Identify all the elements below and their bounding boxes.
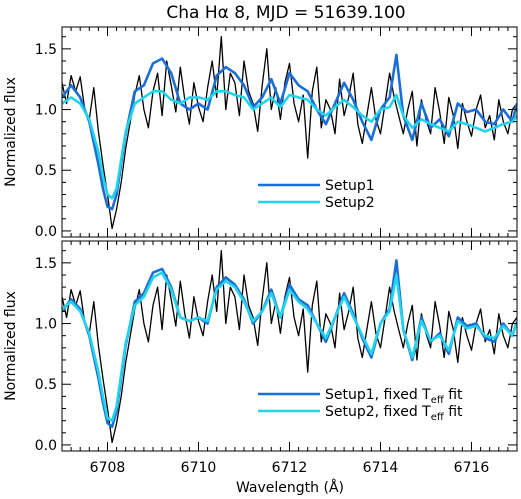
- x-tick-label: 6708: [90, 460, 126, 476]
- legend-label: Setup1: [325, 178, 375, 194]
- x-tick-label: 6712: [272, 460, 308, 476]
- y-tick-label: 0.5: [35, 377, 57, 393]
- y-axis-label: Normalized flux: [3, 77, 19, 187]
- y-tick-label: 1.5: [35, 256, 57, 272]
- x-axis-label: Wavelength (Å): [236, 479, 344, 496]
- x-tick-label: 6714: [363, 460, 399, 476]
- y-tick-label: 1.5: [35, 42, 57, 58]
- y-tick-label: 1.0: [35, 317, 57, 333]
- y-axis-label: Normalized flux: [3, 291, 19, 401]
- x-tick-label: 6710: [181, 460, 217, 476]
- series-line-model-2: [62, 271, 517, 422]
- legend-label: Setup2: [325, 195, 375, 211]
- legend-label: Setup1, fixed Teff fit: [325, 387, 463, 406]
- y-tick-label: 0.0: [35, 438, 57, 454]
- bottom-panel: 0.0 0.5 1.0 1.5 6708 6710 6712 6714 6716 Normaliz…: [3, 240, 518, 476]
- x-tick-label: 6716: [454, 460, 490, 476]
- chart-title: Cha Hα 8, MJD = 51639.100: [166, 3, 405, 23]
- legend-label: Setup2, fixed Teff fit: [325, 404, 463, 423]
- y-tick-label: 0.0: [35, 224, 57, 240]
- y-tick-label: 0.5: [35, 163, 57, 179]
- y-tick-label: 1.0: [35, 103, 57, 119]
- series-line-model-2: [62, 90, 517, 200]
